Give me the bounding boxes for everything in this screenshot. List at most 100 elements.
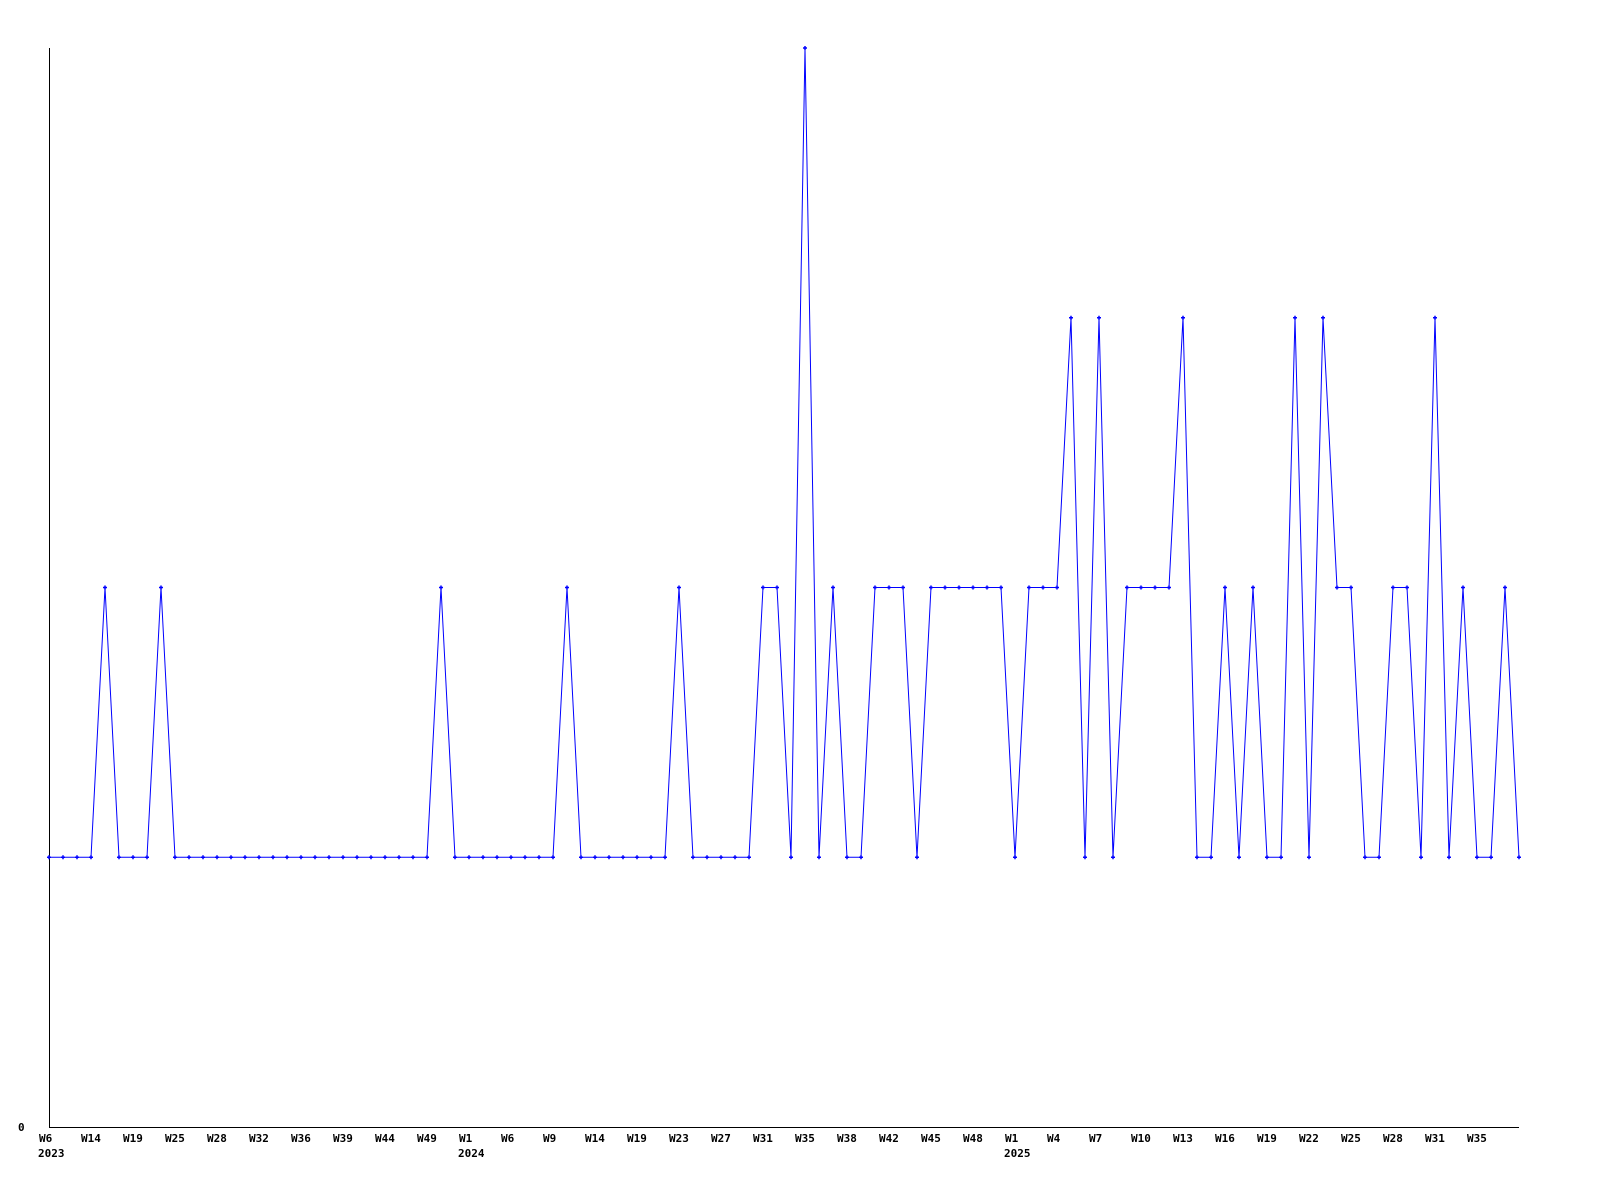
data-point bbox=[173, 855, 177, 860]
data-point bbox=[355, 855, 359, 860]
data-point bbox=[985, 585, 989, 590]
data-point bbox=[1335, 585, 1339, 590]
data-point bbox=[1265, 855, 1269, 860]
data-point bbox=[1447, 855, 1451, 860]
data-point bbox=[593, 855, 597, 860]
data-point bbox=[1069, 315, 1073, 320]
data-point bbox=[1349, 585, 1353, 590]
x-tick-label: W13 bbox=[1173, 1132, 1193, 1145]
data-point bbox=[383, 855, 387, 860]
data-point bbox=[1475, 855, 1479, 860]
x-tick-label: W9 bbox=[543, 1132, 556, 1145]
data-point bbox=[607, 855, 611, 860]
data-point bbox=[1041, 585, 1045, 590]
data-point bbox=[159, 585, 163, 590]
data-point bbox=[1293, 315, 1297, 320]
data-point bbox=[1153, 585, 1157, 590]
data-point bbox=[1321, 315, 1325, 320]
data-point bbox=[649, 855, 653, 860]
series-line bbox=[49, 47, 1520, 858]
data-point bbox=[957, 585, 961, 590]
x-tick-label: W22 bbox=[1299, 1132, 1319, 1145]
data-point bbox=[1433, 315, 1437, 320]
x-tick-label: W28 bbox=[207, 1132, 227, 1145]
data-point bbox=[47, 855, 51, 860]
x-tick-label: W35 bbox=[795, 1132, 815, 1145]
data-point bbox=[1209, 855, 1213, 860]
data-point bbox=[145, 855, 149, 860]
x-tick-label: W31 bbox=[753, 1132, 773, 1145]
data-point bbox=[733, 855, 737, 860]
data-point bbox=[873, 585, 877, 590]
data-point bbox=[1405, 585, 1409, 590]
x-tick-label: W27 bbox=[711, 1132, 731, 1145]
data-point bbox=[1251, 585, 1255, 590]
x-tick-label: W1 bbox=[1005, 1132, 1019, 1145]
data-point bbox=[439, 585, 443, 590]
data-point bbox=[1111, 855, 1115, 860]
data-point bbox=[999, 585, 1003, 590]
x-tick-label: W25 bbox=[1341, 1132, 1361, 1145]
x-tick-label: W45 bbox=[921, 1132, 941, 1145]
data-point bbox=[369, 855, 373, 860]
data-point bbox=[89, 855, 93, 860]
data-point bbox=[1461, 585, 1465, 590]
x-tick-label: W44 bbox=[375, 1132, 395, 1145]
x-tick-label: W36 bbox=[291, 1132, 311, 1145]
data-point bbox=[187, 855, 191, 860]
x-tick-label: W28 bbox=[1383, 1132, 1403, 1145]
x-tick-label: W14 bbox=[81, 1132, 101, 1145]
data-point bbox=[705, 855, 709, 860]
data-point bbox=[831, 585, 835, 590]
data-point bbox=[1181, 315, 1185, 320]
data-point bbox=[1167, 585, 1171, 590]
data-point bbox=[775, 585, 779, 590]
x-tick-label: W25 bbox=[165, 1132, 185, 1145]
data-point bbox=[327, 855, 331, 860]
data-point bbox=[1083, 855, 1087, 860]
data-point bbox=[621, 855, 625, 860]
data-point bbox=[747, 855, 751, 860]
data-point bbox=[313, 855, 317, 860]
data-point bbox=[915, 855, 919, 860]
data-point bbox=[677, 585, 681, 590]
data-point bbox=[397, 855, 401, 860]
x-tick-label: W48 bbox=[963, 1132, 983, 1145]
data-point bbox=[103, 585, 107, 590]
x-tick-label: W6 bbox=[501, 1132, 515, 1145]
x-tick-label: W16 bbox=[1215, 1132, 1235, 1145]
data-point bbox=[761, 585, 765, 590]
data-point bbox=[887, 585, 891, 590]
data-point bbox=[1307, 855, 1311, 860]
data-point bbox=[929, 585, 933, 590]
data-point bbox=[551, 855, 555, 860]
data-point bbox=[131, 855, 135, 860]
data-point bbox=[789, 855, 793, 860]
data-point bbox=[845, 855, 849, 860]
x-tick-label: W4 bbox=[1047, 1132, 1061, 1145]
x-tick-label: W23 bbox=[669, 1132, 689, 1145]
data-point bbox=[1489, 855, 1493, 860]
data-point bbox=[1139, 585, 1143, 590]
data-point bbox=[1223, 585, 1227, 590]
data-point bbox=[411, 855, 415, 860]
x-tick-label: W31 bbox=[1425, 1132, 1445, 1145]
x-tick-year-label: 2024 bbox=[458, 1147, 485, 1160]
data-point bbox=[971, 585, 975, 590]
data-point bbox=[425, 855, 429, 860]
data-point bbox=[453, 855, 457, 860]
x-tick-label: W19 bbox=[627, 1132, 647, 1145]
data-point bbox=[1517, 855, 1521, 860]
x-tick-year-label: 2023 bbox=[38, 1147, 65, 1160]
x-tick-label: W42 bbox=[879, 1132, 899, 1145]
data-point bbox=[1503, 585, 1507, 590]
x-tick-label: W39 bbox=[333, 1132, 353, 1145]
data-point bbox=[1279, 855, 1283, 860]
x-tick-label: W6 bbox=[39, 1132, 53, 1145]
data-point bbox=[467, 855, 471, 860]
x-tick-label: W32 bbox=[249, 1132, 269, 1145]
data-point bbox=[61, 855, 65, 860]
x-tick-label: W19 bbox=[123, 1132, 143, 1145]
x-tick-label: W7 bbox=[1089, 1132, 1102, 1145]
